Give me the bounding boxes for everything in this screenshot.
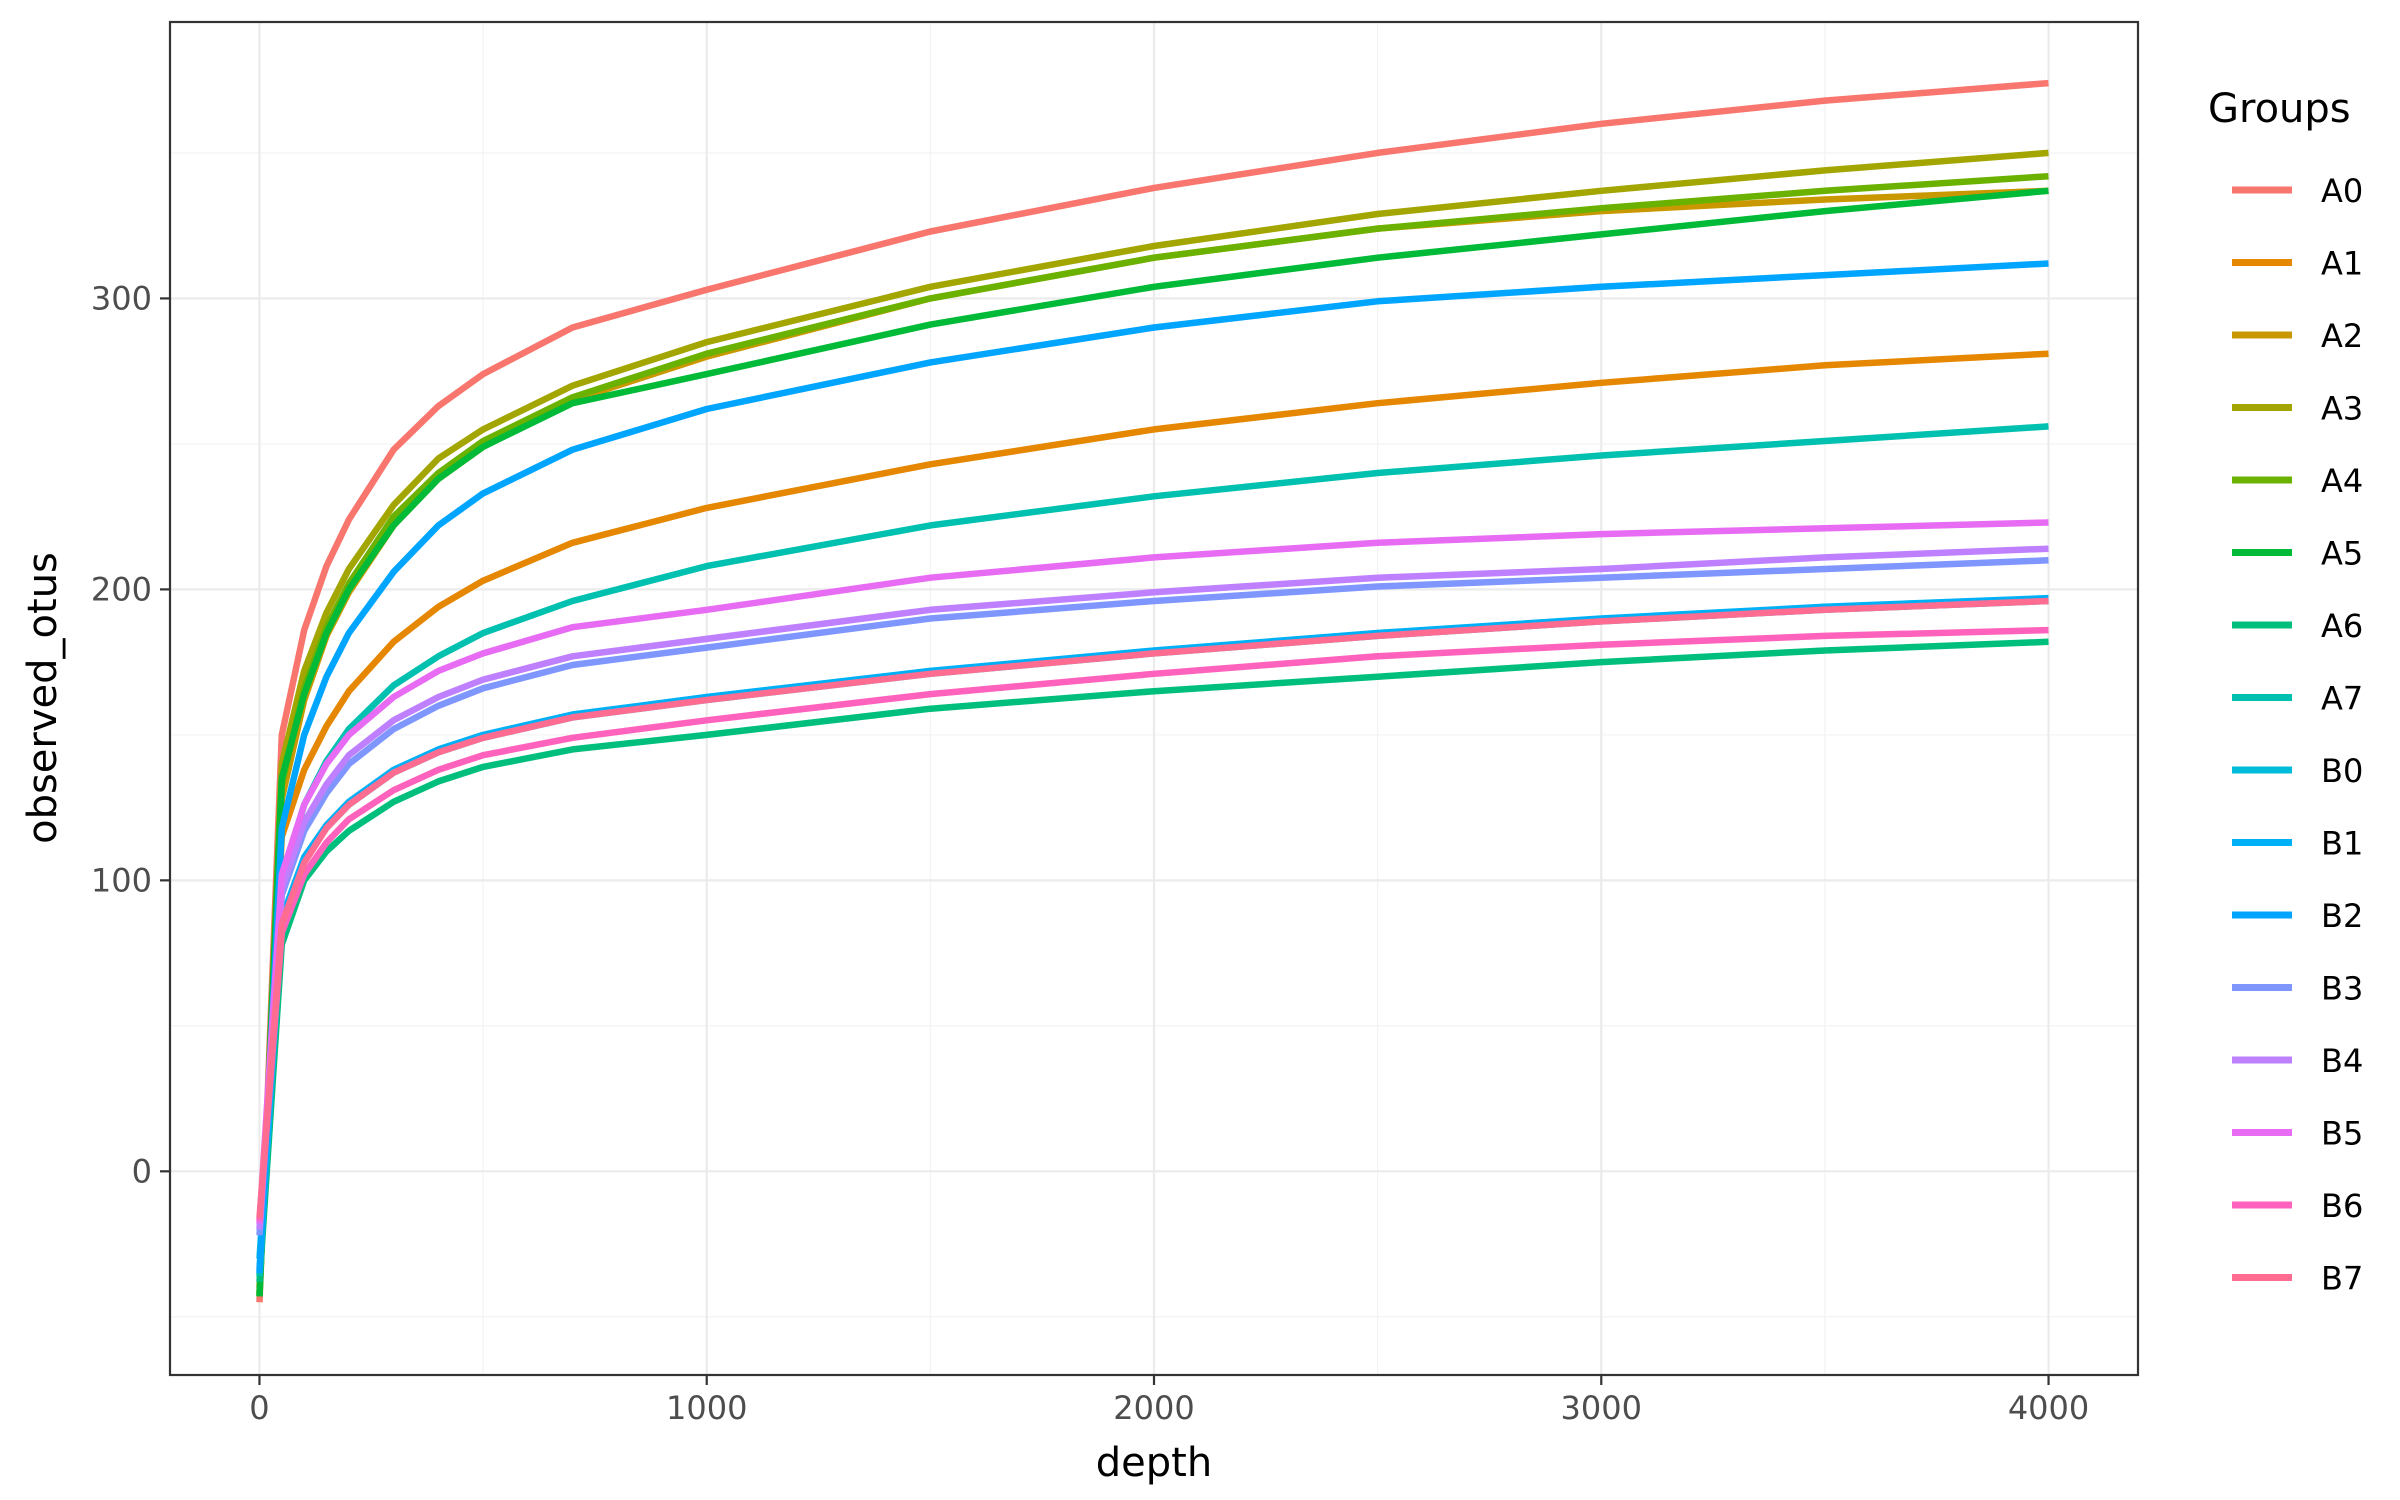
legend-item-a7: A7 (2232, 680, 2363, 718)
legend-items: A0 A1 A2 A3 A4 A5 A6 A7 B0 B1 B2 B3 B4 B5 B6 B7 (2232, 172, 2363, 1298)
legend-item-b7: B7 (2232, 1260, 2363, 1298)
series-line-b4 (256, 545, 2049, 1230)
y-axis: 0 100 200 300 (91, 279, 170, 1190)
y-axis-title: observed_otus (20, 552, 66, 844)
legend-item-a0: A0 (2232, 172, 2363, 210)
y-tick-label: 100 (91, 861, 152, 899)
legend-item-b6: B6 (2232, 1187, 2363, 1225)
legend-item-a4: A4 (2232, 462, 2363, 500)
y-tick-label: 200 (91, 570, 152, 608)
series-line-b2 (256, 260, 2049, 1274)
legend-label: A3 (2321, 390, 2363, 428)
series-line-b3 (256, 557, 2049, 1236)
legend-item-a6: A6 (2232, 607, 2363, 645)
series-line-b6 (256, 626, 2049, 1222)
legend-label: A0 (2321, 172, 2363, 210)
legend-item-a2: A2 (2232, 317, 2363, 355)
legend-label: B0 (2321, 752, 2363, 790)
series-line-a5 (256, 187, 2049, 1297)
series-line-b7 (256, 597, 2049, 1219)
legend-label: B3 (2321, 970, 2363, 1008)
legend-item-b0: B0 (2232, 752, 2363, 790)
series-lines (256, 79, 2049, 1303)
legend-item-a3: A3 (2232, 390, 2363, 428)
legend-label: A4 (2321, 462, 2363, 500)
legend-label: A6 (2321, 607, 2363, 645)
x-tick-label: 0 (249, 1389, 269, 1427)
legend-label: B6 (2321, 1187, 2363, 1225)
series-line-a3 (256, 149, 2049, 1297)
x-axis-title: depth (1096, 1440, 1212, 1486)
legend-label: B7 (2321, 1260, 2363, 1298)
legend-item-b1: B1 (2232, 825, 2363, 863)
x-tick-label: 4000 (2008, 1389, 2089, 1427)
y-tick-label: 0 (132, 1152, 152, 1190)
legend-label: A1 (2321, 245, 2363, 283)
series-line-a0 (256, 79, 2049, 1303)
series-line-b5 (256, 519, 2049, 1224)
y-tick-label: 300 (91, 279, 152, 317)
legend-item-a1: A1 (2232, 245, 2363, 283)
x-tick-label: 3000 (1561, 1389, 1642, 1427)
legend: Groups A0 A1 A2 A3 A4 A5 A6 A7 B0 B1 B2 B3 B4 B5 B6 B7 (2208, 86, 2363, 1298)
x-tick-label: 1000 (666, 1389, 747, 1427)
legend-label: B1 (2321, 825, 2363, 863)
legend-label: A5 (2321, 535, 2363, 573)
series-line-a6 (256, 638, 2049, 1283)
legend-title: Groups (2208, 86, 2351, 132)
series-line-a1 (256, 350, 2049, 1288)
legend-label: B5 (2321, 1115, 2363, 1153)
legend-label: A7 (2321, 680, 2363, 718)
x-tick-label: 2000 (1113, 1389, 1194, 1427)
x-axis: 0 1000 2000 3000 4000 (249, 1375, 2089, 1427)
legend-item-b2: B2 (2232, 897, 2363, 935)
legend-label: B2 (2321, 897, 2363, 935)
legend-item-a5: A5 (2232, 535, 2363, 573)
legend-item-b5: B5 (2232, 1115, 2363, 1153)
legend-item-b3: B3 (2232, 970, 2363, 1008)
legend-label: B4 (2321, 1042, 2363, 1080)
legend-item-b4: B4 (2232, 1042, 2363, 1080)
legend-label: A2 (2321, 317, 2363, 355)
